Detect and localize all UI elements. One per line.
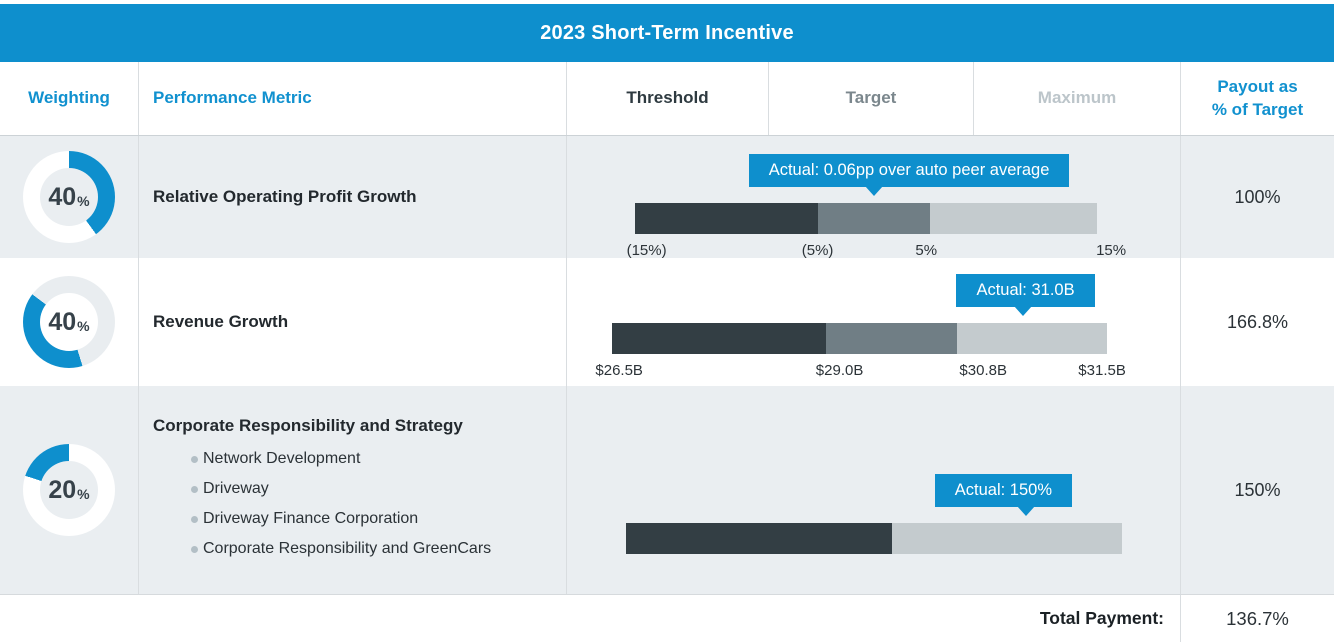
range-bar: Actual: 150% <box>625 474 1122 554</box>
weighting-donut-hole: 40% <box>40 168 98 226</box>
scale-tick-label: $30.8B <box>959 362 1007 379</box>
metric-sub-item: Network Development <box>153 444 556 474</box>
header-maximum: Maximum <box>973 62 1180 135</box>
actual-callout: Actual: 31.0B <box>956 274 1095 307</box>
metric-cell: Corporate Responsibility and Strategy Ne… <box>138 386 566 594</box>
range-bar: (15%) (5%) 5% 15% Actual: 0.06pp over auto p… <box>627 154 1126 259</box>
weighting-donut: 40% <box>23 276 115 368</box>
payout-value: 150% <box>1180 386 1334 594</box>
weighting-donut-hole: 40% <box>40 293 98 351</box>
metric-name: Revenue Growth <box>153 312 289 331</box>
header-weighting: Weighting <box>28 88 110 108</box>
header-target: Target <box>768 62 973 135</box>
callout-pointer-icon <box>1013 306 1032 316</box>
weighting-value: 20 <box>48 475 77 504</box>
payout-value: 166.8% <box>1180 258 1334 386</box>
actual-callout: Actual: 0.06pp over auto peer average <box>748 154 1070 187</box>
header-threshold: Threshold <box>566 62 768 135</box>
actual-callout: Actual: 150% <box>934 474 1073 507</box>
weighting-unit: % <box>77 192 90 209</box>
weighting-value: 40 <box>48 182 77 211</box>
metric-name: Corporate Responsibility and Strategy <box>153 416 463 435</box>
total-payment-value: 136.7% <box>1180 595 1334 642</box>
metric-cell: Revenue Growth <box>138 258 566 386</box>
scale-tick-label: $26.5B <box>595 362 643 379</box>
bar-segment-bar_light <box>957 323 1108 354</box>
metric-sublist: Network Development Driveway Driveway Fina… <box>153 444 556 564</box>
metric-row: 20% Corporate Responsibility and Strateg… <box>0 386 1334 594</box>
metric-cell: Relative Operating Profit Growth <box>138 136 566 258</box>
metric-row: 40% Revenue Growth $26.5B $29.0B $30.8B $31… <box>0 258 1334 386</box>
bar-segment-bar_light <box>930 203 1098 234</box>
table-title: 2023 Short-Term Incentive <box>0 4 1334 62</box>
metric-row: 40% Relative Operating Profit Growth (15… <box>0 136 1334 259</box>
bar-segment-bar_dark <box>635 203 818 234</box>
bar-segment-bar_dark <box>625 523 893 554</box>
scale-tick-label: $29.0B <box>815 362 864 379</box>
weighting-cell: 40% <box>0 258 138 386</box>
weighting-donut: 20% <box>23 444 115 536</box>
total-payment-label: Total Payment: <box>1039 608 1164 628</box>
bar-segment-bar_dark <box>611 323 827 354</box>
scale-tick-label: (5%) <box>801 242 834 259</box>
weighting-cell: 20% <box>0 386 138 594</box>
bar-segment-bar_mid <box>826 323 958 354</box>
callout-pointer-icon <box>1017 506 1036 516</box>
bar-segment-bar_mid <box>817 203 931 234</box>
metric-sub-item: Driveway <box>153 474 556 504</box>
scale-tick-label: 5% <box>915 242 938 259</box>
range-bar: $26.5B $29.0B $30.8B $31.5B Actual: 31.0B <box>595 274 1126 379</box>
payout-value: 100% <box>1180 136 1334 258</box>
performance-scale: Actual: 150% <box>566 386 1180 594</box>
scale-tick-label: $31.5B <box>1078 362 1126 379</box>
weighting-value: 40 <box>48 307 77 336</box>
metric-sub-item: Corporate Responsibility and GreenCars <box>153 534 556 564</box>
scale-tick-label: (15%) <box>626 242 667 259</box>
weighting-cell: 40% <box>0 136 138 258</box>
performance-scale: (15%) (5%) 5% 15% Actual: 0.06pp over auto p… <box>566 136 1180 259</box>
weighting-unit: % <box>77 317 90 334</box>
total-row: Total Payment: 136.7% <box>0 594 1334 642</box>
performance-scale: $26.5B $29.0B $30.8B $31.5B Actual: 31.0B <box>566 258 1180 386</box>
header-payout: Payout as % of Target <box>1180 62 1334 135</box>
metric-sub-item: Driveway Finance Corporation <box>153 504 556 534</box>
weighting-unit: % <box>77 485 90 502</box>
weighting-donut: 40% <box>23 151 115 243</box>
bar-segment-bar_light <box>892 523 1122 554</box>
scale-tick-label: 15% <box>1096 242 1127 259</box>
header-performance-metric: Performance Metric <box>138 62 566 135</box>
callout-pointer-icon <box>864 186 883 196</box>
metric-name: Relative Operating Profit Growth <box>153 187 417 206</box>
weighting-donut-hole: 20% <box>40 461 98 519</box>
column-header-row: Weighting Performance Metric Threshold T… <box>0 62 1334 136</box>
